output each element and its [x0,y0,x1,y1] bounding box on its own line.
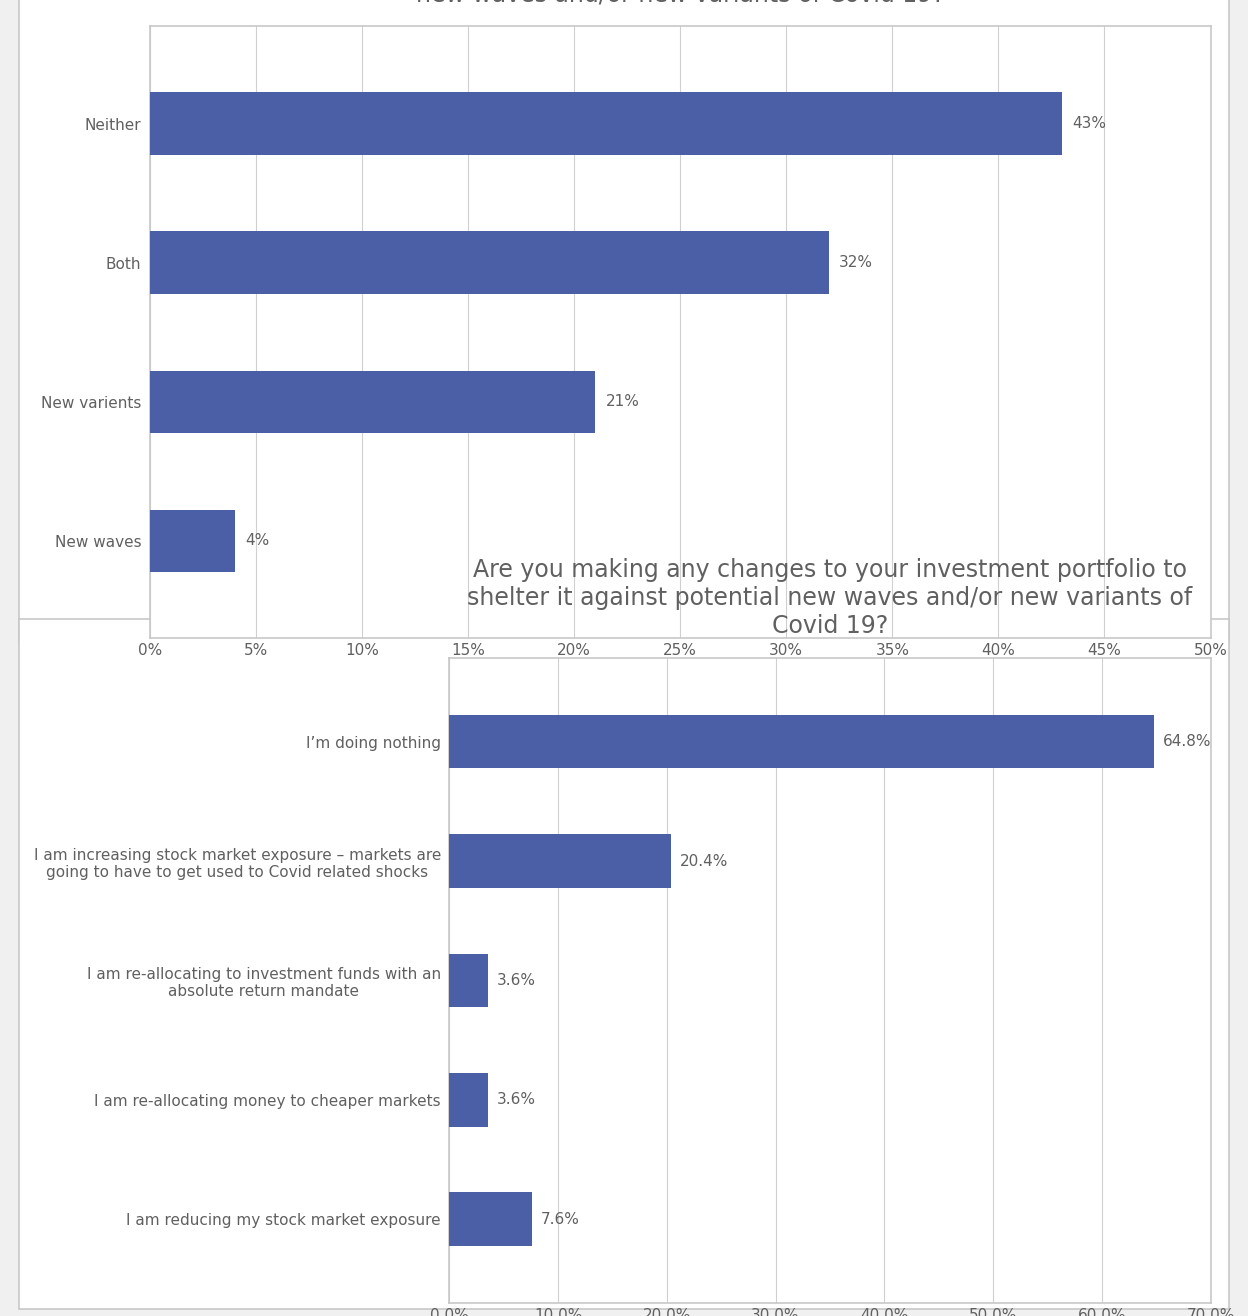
Bar [449,954,488,1007]
Text: 20.4%: 20.4% [680,854,729,869]
Bar [150,509,235,572]
Title: From an investment perspective are you worried by potential
new waves and/or new: From an investment perspective are you w… [318,0,1042,7]
Text: 3.6%: 3.6% [497,1092,537,1107]
Text: 43%: 43% [1072,116,1107,132]
Text: 32%: 32% [839,255,874,270]
Bar [150,371,595,433]
Bar [449,1192,532,1246]
Text: 7.6%: 7.6% [540,1212,579,1227]
Bar [449,834,671,888]
Text: 64.8%: 64.8% [1163,734,1212,749]
Bar [449,715,1154,769]
Bar [150,92,1062,155]
Text: 4%: 4% [245,533,270,549]
Title: Are you making any changes to your investment portfolio to
shelter it against po: Are you making any changes to your inves… [467,558,1193,638]
Bar [449,1073,488,1126]
Bar [150,232,829,293]
Text: 21%: 21% [607,395,640,409]
Text: 3.6%: 3.6% [497,973,537,988]
